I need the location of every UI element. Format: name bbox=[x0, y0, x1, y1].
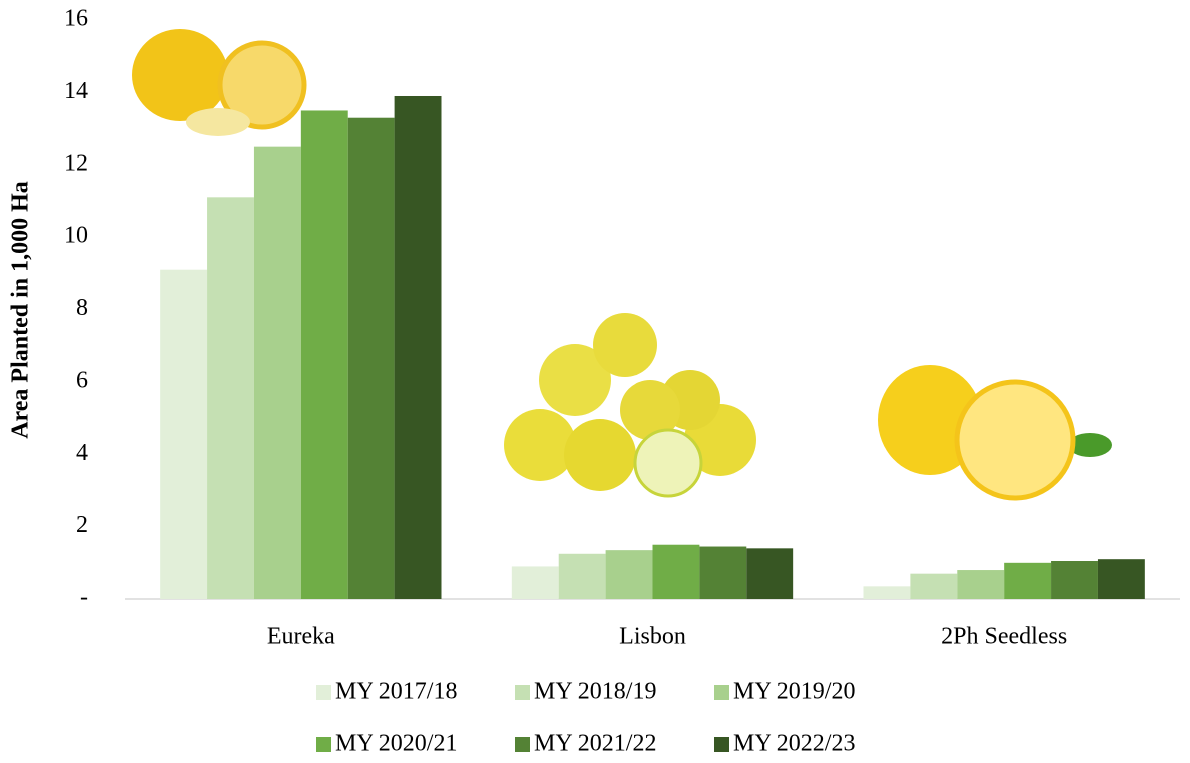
bar bbox=[300, 110, 348, 599]
y-tick-label: - bbox=[80, 585, 88, 611]
legend-label: MY 2017/18 bbox=[335, 679, 457, 705]
bar bbox=[1051, 561, 1098, 599]
y-tick-label: 12 bbox=[64, 150, 88, 176]
legend-label: MY 2018/19 bbox=[534, 679, 656, 705]
bar bbox=[746, 548, 794, 599]
y-tick-label: 8 bbox=[76, 295, 88, 321]
bar bbox=[863, 586, 911, 599]
y-axis-label: Area Planted in 1,000 Ha bbox=[8, 181, 34, 439]
bar bbox=[652, 544, 700, 599]
legend-label: MY 2019/20 bbox=[733, 679, 855, 705]
legend-swatch bbox=[714, 737, 729, 752]
y-tick-label: 10 bbox=[64, 223, 88, 249]
bar bbox=[207, 197, 254, 599]
y-tick-label: 4 bbox=[76, 440, 88, 466]
y-tick-label: 2 bbox=[76, 512, 88, 538]
bar bbox=[957, 570, 1005, 599]
lemon-illustration bbox=[878, 365, 1112, 501]
bar bbox=[1097, 559, 1145, 599]
bar bbox=[1004, 562, 1052, 599]
x-tick-label: Eureka bbox=[267, 624, 335, 650]
legend-label: MY 2020/21 bbox=[335, 731, 457, 757]
y-tick-label: 16 bbox=[64, 6, 88, 32]
legend-swatch bbox=[316, 685, 331, 700]
legend-swatch bbox=[515, 737, 530, 752]
legend-swatch bbox=[515, 685, 530, 700]
bar bbox=[160, 269, 208, 599]
bar bbox=[558, 553, 606, 599]
lemon-illustration bbox=[132, 29, 307, 136]
bar bbox=[511, 566, 559, 599]
legend-label: MY 2021/22 bbox=[534, 731, 656, 757]
legend-label: MY 2022/23 bbox=[733, 731, 855, 757]
y-tick-label: 6 bbox=[76, 367, 88, 393]
bar bbox=[910, 573, 958, 599]
lemon-illustration bbox=[504, 313, 756, 498]
legend-swatch bbox=[316, 737, 331, 752]
y-tick-label: 14 bbox=[64, 78, 88, 104]
bar bbox=[253, 146, 301, 599]
bar bbox=[699, 546, 747, 599]
x-tick-label: 2Ph Seedless bbox=[941, 624, 1067, 650]
bar bbox=[394, 95, 442, 600]
legend-swatch bbox=[714, 685, 729, 700]
x-tick-label: Lisbon bbox=[619, 624, 686, 650]
bar bbox=[605, 550, 653, 599]
bar bbox=[347, 117, 395, 600]
